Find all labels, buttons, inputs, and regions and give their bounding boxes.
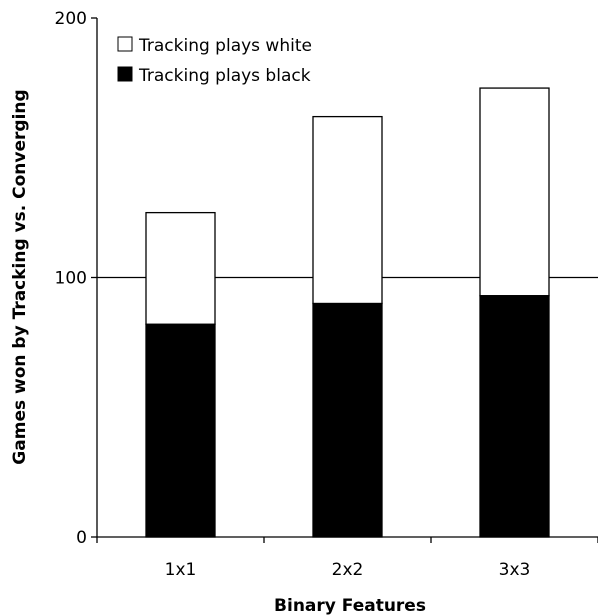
x-tick-label-2x2: 2x2 xyxy=(332,560,364,580)
legend: Tracking plays white Tracking plays blac… xyxy=(117,36,312,86)
legend-swatch-white xyxy=(117,36,133,52)
x-tick-labels: 1x1 2x2 3x3 xyxy=(165,560,531,580)
y-tick-label-100: 100 xyxy=(55,269,87,289)
y-tick-labels: 0 100 200 xyxy=(55,9,87,548)
axes xyxy=(91,17,598,543)
legend-swatch-black xyxy=(117,66,133,82)
bar-2x2-series-0 xyxy=(312,302,383,538)
bar-1x1-series-1 xyxy=(145,211,216,325)
bar-1x1-series-0 xyxy=(145,323,216,538)
bar-3x3-series-0 xyxy=(479,295,550,538)
bar-3x3-series-1 xyxy=(479,87,550,297)
x-tick-label-1x1: 1x1 xyxy=(165,560,197,580)
y-axis-title: Games won by Tracking vs. Converging xyxy=(10,89,30,464)
legend-label-white: Tracking plays white xyxy=(138,36,312,56)
legend-label-black: Tracking plays black xyxy=(138,66,311,86)
y-tick-label-200: 200 xyxy=(55,9,87,29)
bar-2x2-series-1 xyxy=(312,115,383,305)
y-tick-label-0: 0 xyxy=(76,528,87,548)
bars xyxy=(145,87,550,538)
x-axis-title: Binary Features xyxy=(274,596,426,616)
x-tick-label-3x3: 3x3 xyxy=(499,560,531,580)
